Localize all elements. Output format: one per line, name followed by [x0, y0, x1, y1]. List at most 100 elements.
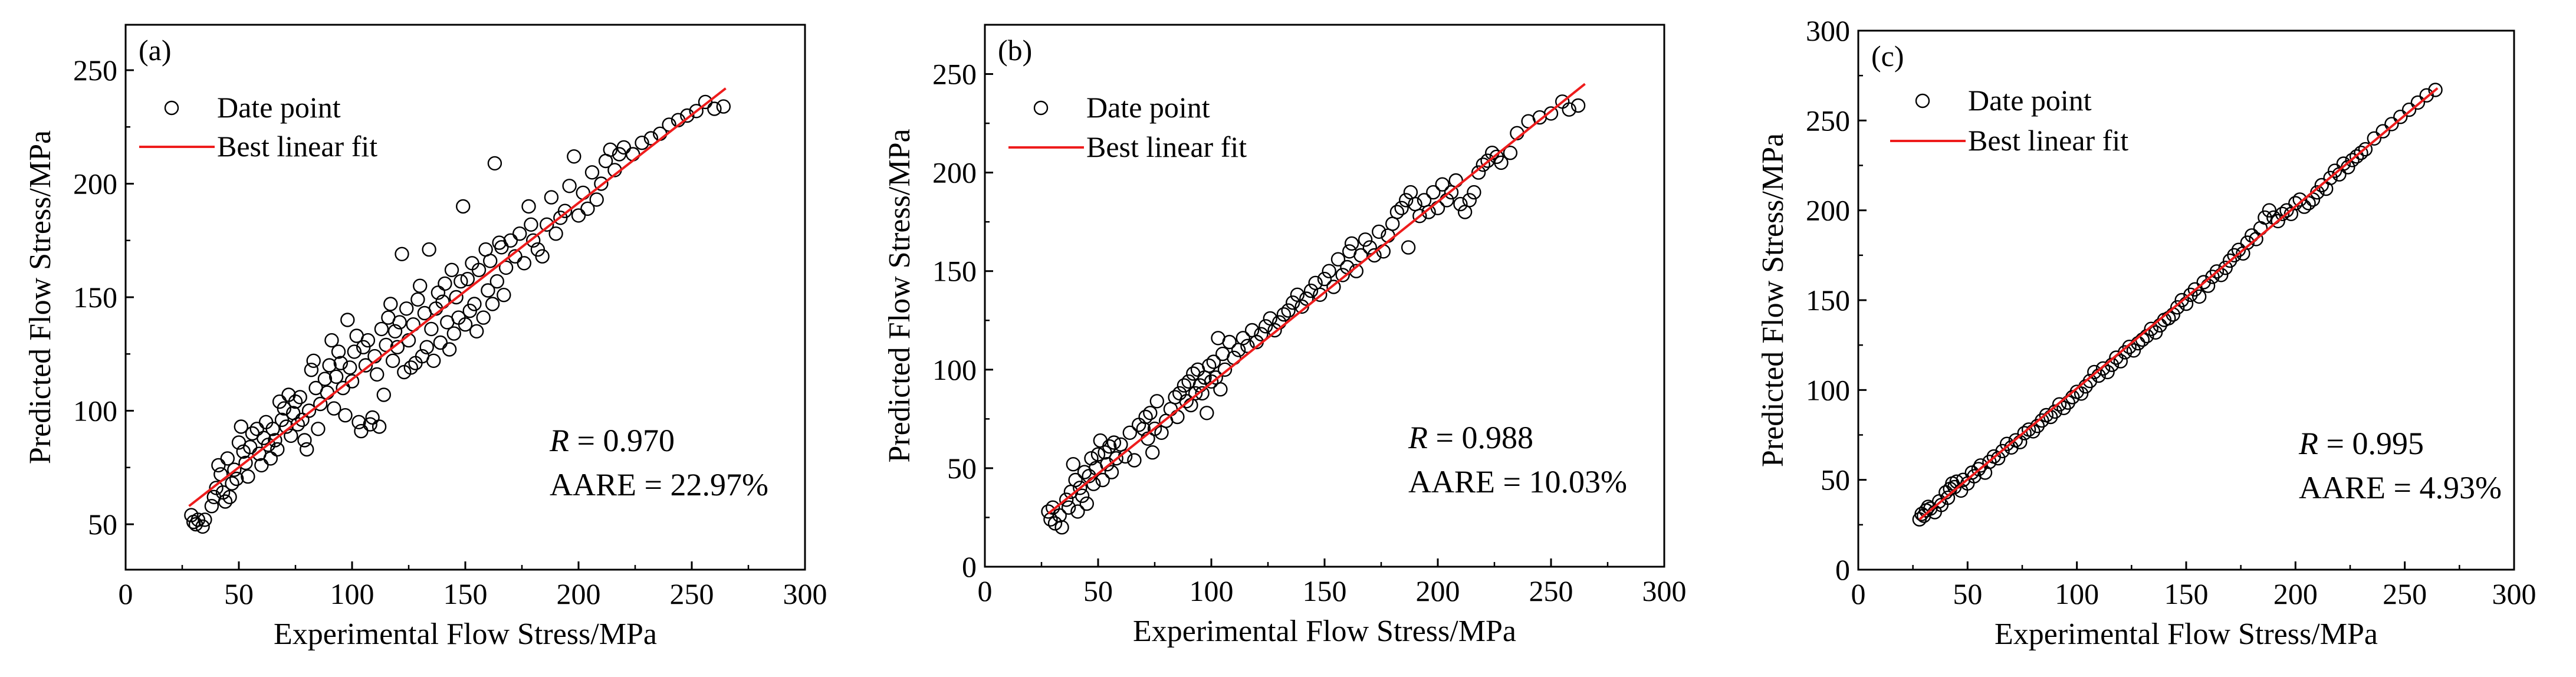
data-point-marker — [1073, 481, 1087, 495]
data-point-marker — [413, 278, 428, 293]
data-point-marker — [1362, 240, 1378, 255]
data-point-marker — [2314, 178, 2329, 193]
data-point-marker — [1106, 435, 1122, 450]
data-point-marker — [589, 192, 604, 207]
data-point-marker — [1090, 447, 1106, 462]
data-point-marker — [2384, 117, 2399, 132]
data-point-marker — [2052, 397, 2067, 412]
data-point-marker — [222, 489, 237, 504]
data-point-marker — [293, 390, 307, 405]
data-point-marker — [419, 340, 434, 354]
data-point-marker — [1066, 457, 1081, 472]
data-point-marker — [1061, 500, 1076, 515]
data-point-marker — [1079, 496, 1095, 511]
data-point-marker — [344, 374, 360, 389]
data-point-marker — [1095, 472, 1110, 488]
x-axis-title: Experimental Flow Stress/MPa — [274, 617, 657, 651]
data-point-marker — [2354, 146, 2368, 160]
data-point-marker — [2271, 213, 2285, 229]
data-point-marker — [698, 94, 713, 110]
data-point-marker — [2209, 264, 2225, 279]
data-point-marker — [1317, 271, 1332, 287]
data-point-marker — [1281, 303, 1296, 318]
data-point-marker — [2017, 426, 2032, 441]
data-point-marker — [643, 131, 659, 146]
data-point-marker — [340, 313, 355, 327]
data-point-marker — [1236, 331, 1251, 346]
data-point-marker — [1206, 354, 1221, 369]
data-point-marker — [1358, 232, 1373, 247]
data-point-marker — [295, 412, 310, 428]
y-tick-label: 50 — [947, 452, 977, 485]
data-point-marker — [2161, 311, 2176, 326]
data-point-marker — [503, 233, 518, 248]
y-tick-label: 100 — [1806, 373, 1850, 406]
data-point-marker — [460, 272, 475, 287]
data-point-marker — [1267, 323, 1282, 338]
y-axis-title: Predicted Flow Stress/MPa — [883, 129, 916, 462]
data-point-marker — [343, 360, 357, 375]
data-point-marker — [410, 292, 425, 307]
legend-fit-label: Best linear fit — [1968, 124, 2128, 157]
data-point-marker — [603, 142, 618, 157]
data-point-marker — [277, 401, 291, 416]
data-point-marker — [426, 353, 441, 368]
data-point-marker — [1494, 155, 1509, 170]
data-point-marker — [254, 458, 269, 473]
data-point-marker — [562, 179, 577, 193]
data-point-marker — [331, 344, 346, 359]
x-tick-label: 300 — [2492, 577, 2536, 610]
stat-r-symbol: R — [2298, 426, 2318, 461]
data-point-marker — [1070, 504, 1085, 519]
data-point-marker — [1471, 165, 1486, 180]
y-tick-label: 200 — [73, 167, 117, 201]
data-point-marker — [540, 217, 554, 232]
panel-label: (a) — [139, 34, 172, 67]
data-point-marker — [306, 353, 321, 368]
data-point-marker — [403, 360, 418, 375]
legend-points-label: Date point — [1086, 91, 1210, 124]
data-point-marker — [333, 356, 348, 370]
data-point-marker — [1453, 196, 1468, 212]
data-point-marker — [2410, 95, 2426, 110]
stat-r-value: R = 0.970 — [549, 423, 675, 458]
x-tick-label: 0 — [1851, 577, 1866, 610]
data-point-marker — [517, 256, 531, 271]
data-point-marker — [2113, 354, 2128, 369]
data-point-marker — [2187, 282, 2203, 297]
y-tick-label: 100 — [932, 353, 977, 386]
data-point-marker — [471, 262, 487, 277]
y-tick-label: 200 — [1806, 194, 1850, 227]
data-point-marker — [218, 494, 233, 509]
data-point-marker — [363, 417, 377, 432]
panel-label: (c) — [1871, 40, 1904, 73]
x-axis-title: Experimental Flow Stress/MPa — [1133, 614, 1516, 648]
data-point-marker — [1385, 216, 1400, 231]
legend: Date point Best linear fit — [1008, 91, 1247, 163]
data-point-marker — [1570, 98, 1586, 113]
data-point-marker — [370, 367, 385, 382]
data-point-marker — [328, 369, 344, 384]
x-tick-label: 150 — [1303, 574, 1347, 607]
data-point-marker — [1412, 209, 1427, 224]
data-point-marker — [1435, 177, 1450, 192]
data-point-marker — [1075, 488, 1090, 503]
data-point-marker — [195, 519, 210, 534]
data-point-marker — [2218, 261, 2233, 275]
data-point-marker — [249, 422, 264, 436]
data-point-marker — [1394, 201, 1409, 215]
data-point-marker — [1462, 193, 1477, 208]
data-point-marker — [557, 203, 573, 218]
data-point-marker — [625, 147, 640, 162]
data-point-marker — [2327, 163, 2342, 178]
data-point-marker — [2358, 142, 2373, 157]
data-point-marker — [544, 190, 559, 205]
data-point-marker — [1299, 291, 1314, 306]
data-point-marker — [1313, 287, 1328, 302]
data-point-marker — [521, 199, 536, 214]
data-point-marker — [1398, 193, 1414, 208]
data-point-marker — [458, 317, 473, 332]
legend-fit-label: Best linear fit — [1086, 130, 1247, 163]
data-point-marker — [580, 201, 595, 216]
data-point-marker — [376, 387, 391, 402]
